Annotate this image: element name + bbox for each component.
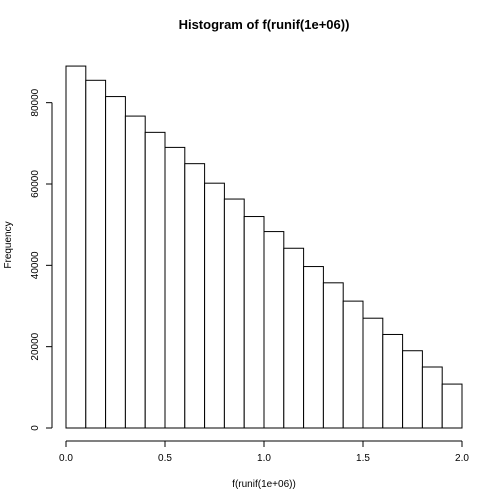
y-tick-label: 80000 xyxy=(30,88,41,116)
chart-title: Histogram of f(runif(1e+06)) xyxy=(179,17,350,32)
histogram-bar xyxy=(382,333,404,429)
histogram-bar xyxy=(441,383,463,429)
histogram-bar xyxy=(421,366,443,429)
histogram-bar xyxy=(263,231,285,429)
y-tick-label: 0 xyxy=(30,425,41,431)
histogram-bar xyxy=(303,266,324,429)
histogram-bar xyxy=(342,300,364,429)
histogram-bar xyxy=(223,198,245,429)
y-axis: 0 20000 40000 60000 80000 xyxy=(30,88,53,431)
x-tick-label: 2.0 xyxy=(455,453,469,464)
histogram-bar xyxy=(105,96,126,429)
histogram-bar xyxy=(322,282,344,429)
histogram-bar xyxy=(184,163,206,429)
histogram-bar xyxy=(283,247,305,429)
x-tick-label: 0.0 xyxy=(59,453,73,464)
x-axis: 0.0 0.5 1.0 1.5 2.0 xyxy=(59,440,469,464)
y-tick-label: 60000 xyxy=(30,170,41,198)
histogram-bar xyxy=(402,350,423,429)
y-axis-label: Frequency xyxy=(3,221,14,268)
histogram-bar xyxy=(85,79,107,429)
y-tick-label: 20000 xyxy=(30,332,41,360)
histogram-bar xyxy=(124,115,146,429)
y-tick-label: 40000 xyxy=(30,251,41,279)
histogram-bar xyxy=(164,146,186,429)
histogram-bar xyxy=(144,131,166,429)
histogram-bar xyxy=(204,182,225,429)
histogram-bar xyxy=(243,216,265,429)
histogram-bar xyxy=(65,65,87,429)
x-tick-label: 1.0 xyxy=(257,453,271,464)
x-tick-label: 1.5 xyxy=(356,453,370,464)
histogram-bar xyxy=(362,317,384,429)
x-tick-label: 0.5 xyxy=(158,453,172,464)
bars-group xyxy=(65,65,463,429)
x-axis-label: f(runif(1e+06)) xyxy=(232,479,296,490)
